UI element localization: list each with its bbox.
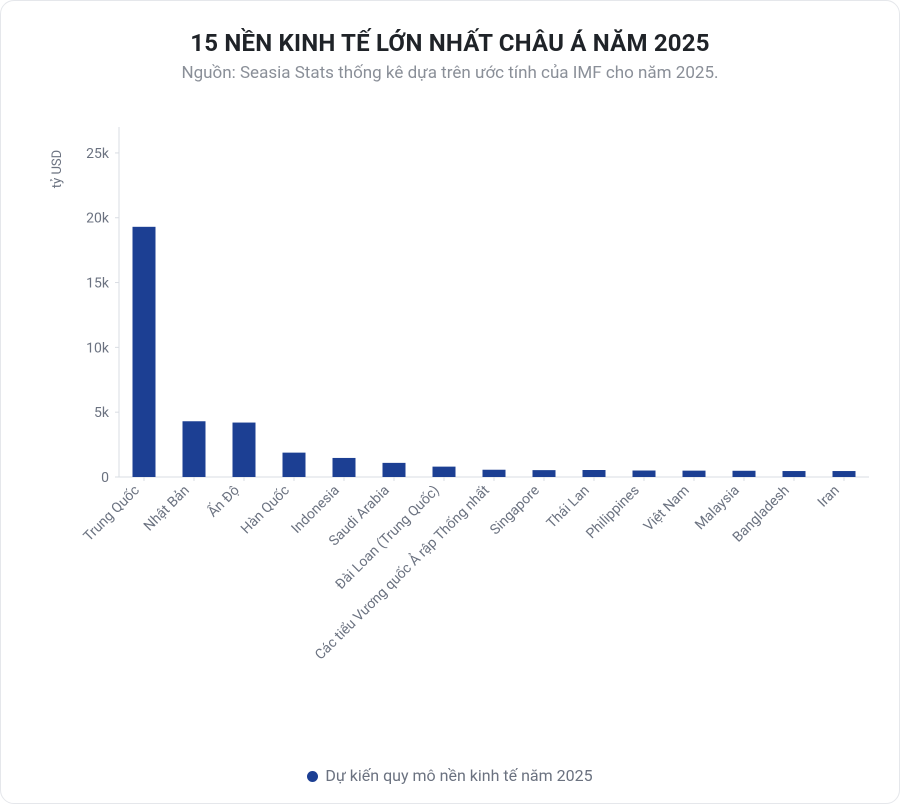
x-tick-label: Trung Quốc <box>80 482 143 545</box>
bar <box>333 458 356 477</box>
bar <box>133 227 156 477</box>
x-tick-label: Singapore <box>487 483 543 539</box>
x-tick-label: Ấn Độ <box>203 480 243 520</box>
bar <box>233 423 256 477</box>
chart-card: 15 NỀN KINH TẾ LỚN NHẤT CHÂU Á NĂM 2025 … <box>0 0 900 804</box>
bar <box>783 471 806 477</box>
x-tick-label: Philippines <box>583 483 643 543</box>
x-tick-label: Các tiểu Vương quốc Ả rập Thống nhất <box>311 481 493 663</box>
bar <box>633 471 656 477</box>
chart-subtitle: Nguồn: Seasia Stats thống kê dựa trên ướ… <box>29 63 871 83</box>
bar <box>733 471 756 477</box>
y-tick-label: 5k <box>94 405 110 421</box>
legend-marker-icon <box>307 771 318 782</box>
y-axis-label: tỷ USD <box>50 150 65 188</box>
x-tick-label: Nhật Bản <box>141 483 193 535</box>
x-tick-label: Iran <box>815 483 843 511</box>
bar-chart-svg: 0 5k 10k 15k 20k 25k tỷ USD Trung QuốcNhật BảnẤ… <box>29 97 871 737</box>
y-tick-label: 25k <box>86 146 110 162</box>
chart-title: 15 NỀN KINH TẾ LỚN NHẤT CHÂU Á NĂM 2025 <box>29 29 871 57</box>
bar <box>183 421 206 477</box>
chart-area: 0 5k 10k 15k 20k 25k tỷ USD Trung QuốcNhật BảnẤ… <box>29 97 871 737</box>
x-tick-label: Malaysia <box>692 483 743 534</box>
y-tick-label: 0 <box>101 470 109 486</box>
y-tick-label: 10k <box>86 340 110 356</box>
y-tick-label: 15k <box>86 276 110 292</box>
x-tick-label: Hàn Quốc <box>237 482 292 537</box>
bar <box>433 467 456 477</box>
x-tick-label: Thái Lan <box>544 483 593 532</box>
bar <box>283 453 306 477</box>
y-tick-label: 20k <box>86 211 110 227</box>
bar <box>683 471 706 477</box>
chart-legend: Dự kiến quy mô nền kinh tế năm 2025 <box>1 766 899 785</box>
x-tick-label: Việt Nam <box>641 483 693 535</box>
bar <box>383 463 406 477</box>
legend-label: Dự kiến quy mô nền kinh tế năm 2025 <box>325 766 592 785</box>
bar <box>583 470 606 477</box>
bar <box>833 471 856 477</box>
bar <box>533 470 556 477</box>
bar <box>483 470 506 477</box>
